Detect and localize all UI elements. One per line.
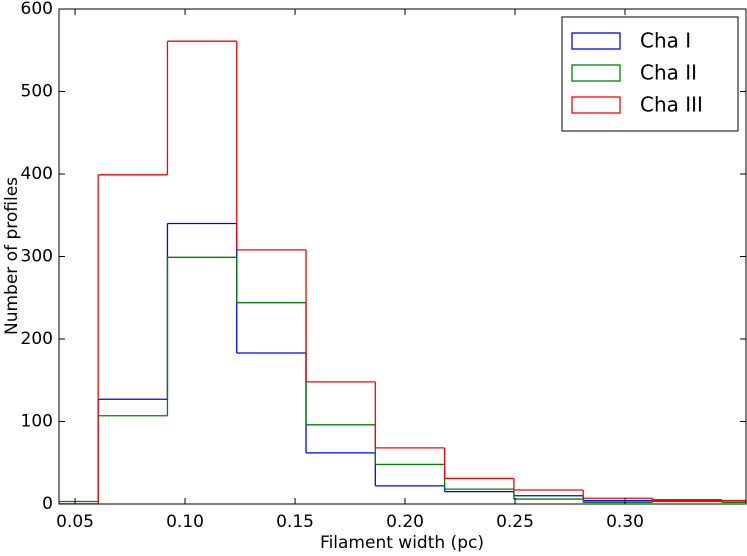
x-tick-label: 0.05: [56, 512, 94, 532]
y-tick-label: 100: [21, 412, 53, 432]
legend-frame: [561, 16, 739, 132]
y-tick-label: 300: [21, 247, 53, 267]
plot-area: [59, 40, 746, 504]
x-tick-label: 0.15: [276, 512, 314, 532]
x-tick-label: 0.30: [606, 512, 644, 532]
x-tick-label: 0.10: [166, 512, 204, 532]
y-axis-label: Number of profiles: [2, 177, 22, 335]
x-tick-label: 0.20: [386, 512, 424, 532]
y-tick-label: 600: [21, 0, 53, 19]
legend-label: Cha III: [640, 93, 703, 117]
x-tick-label: 0.25: [496, 512, 534, 532]
y-tick-label: 400: [21, 164, 53, 184]
legend-swatch: [571, 64, 621, 82]
y-tick-label: 500: [21, 82, 53, 102]
legend-swatch: [571, 96, 621, 114]
legend-label: Cha I: [640, 29, 691, 53]
y-tick-label: 200: [21, 329, 53, 349]
legend-label: Cha II: [640, 61, 697, 85]
x-axis-label: Filament width (pc): [320, 533, 484, 553]
legend: Cha I Cha II Cha III: [561, 16, 739, 132]
legend-swatch: [571, 32, 621, 50]
y-tick-label: 0: [42, 494, 53, 514]
